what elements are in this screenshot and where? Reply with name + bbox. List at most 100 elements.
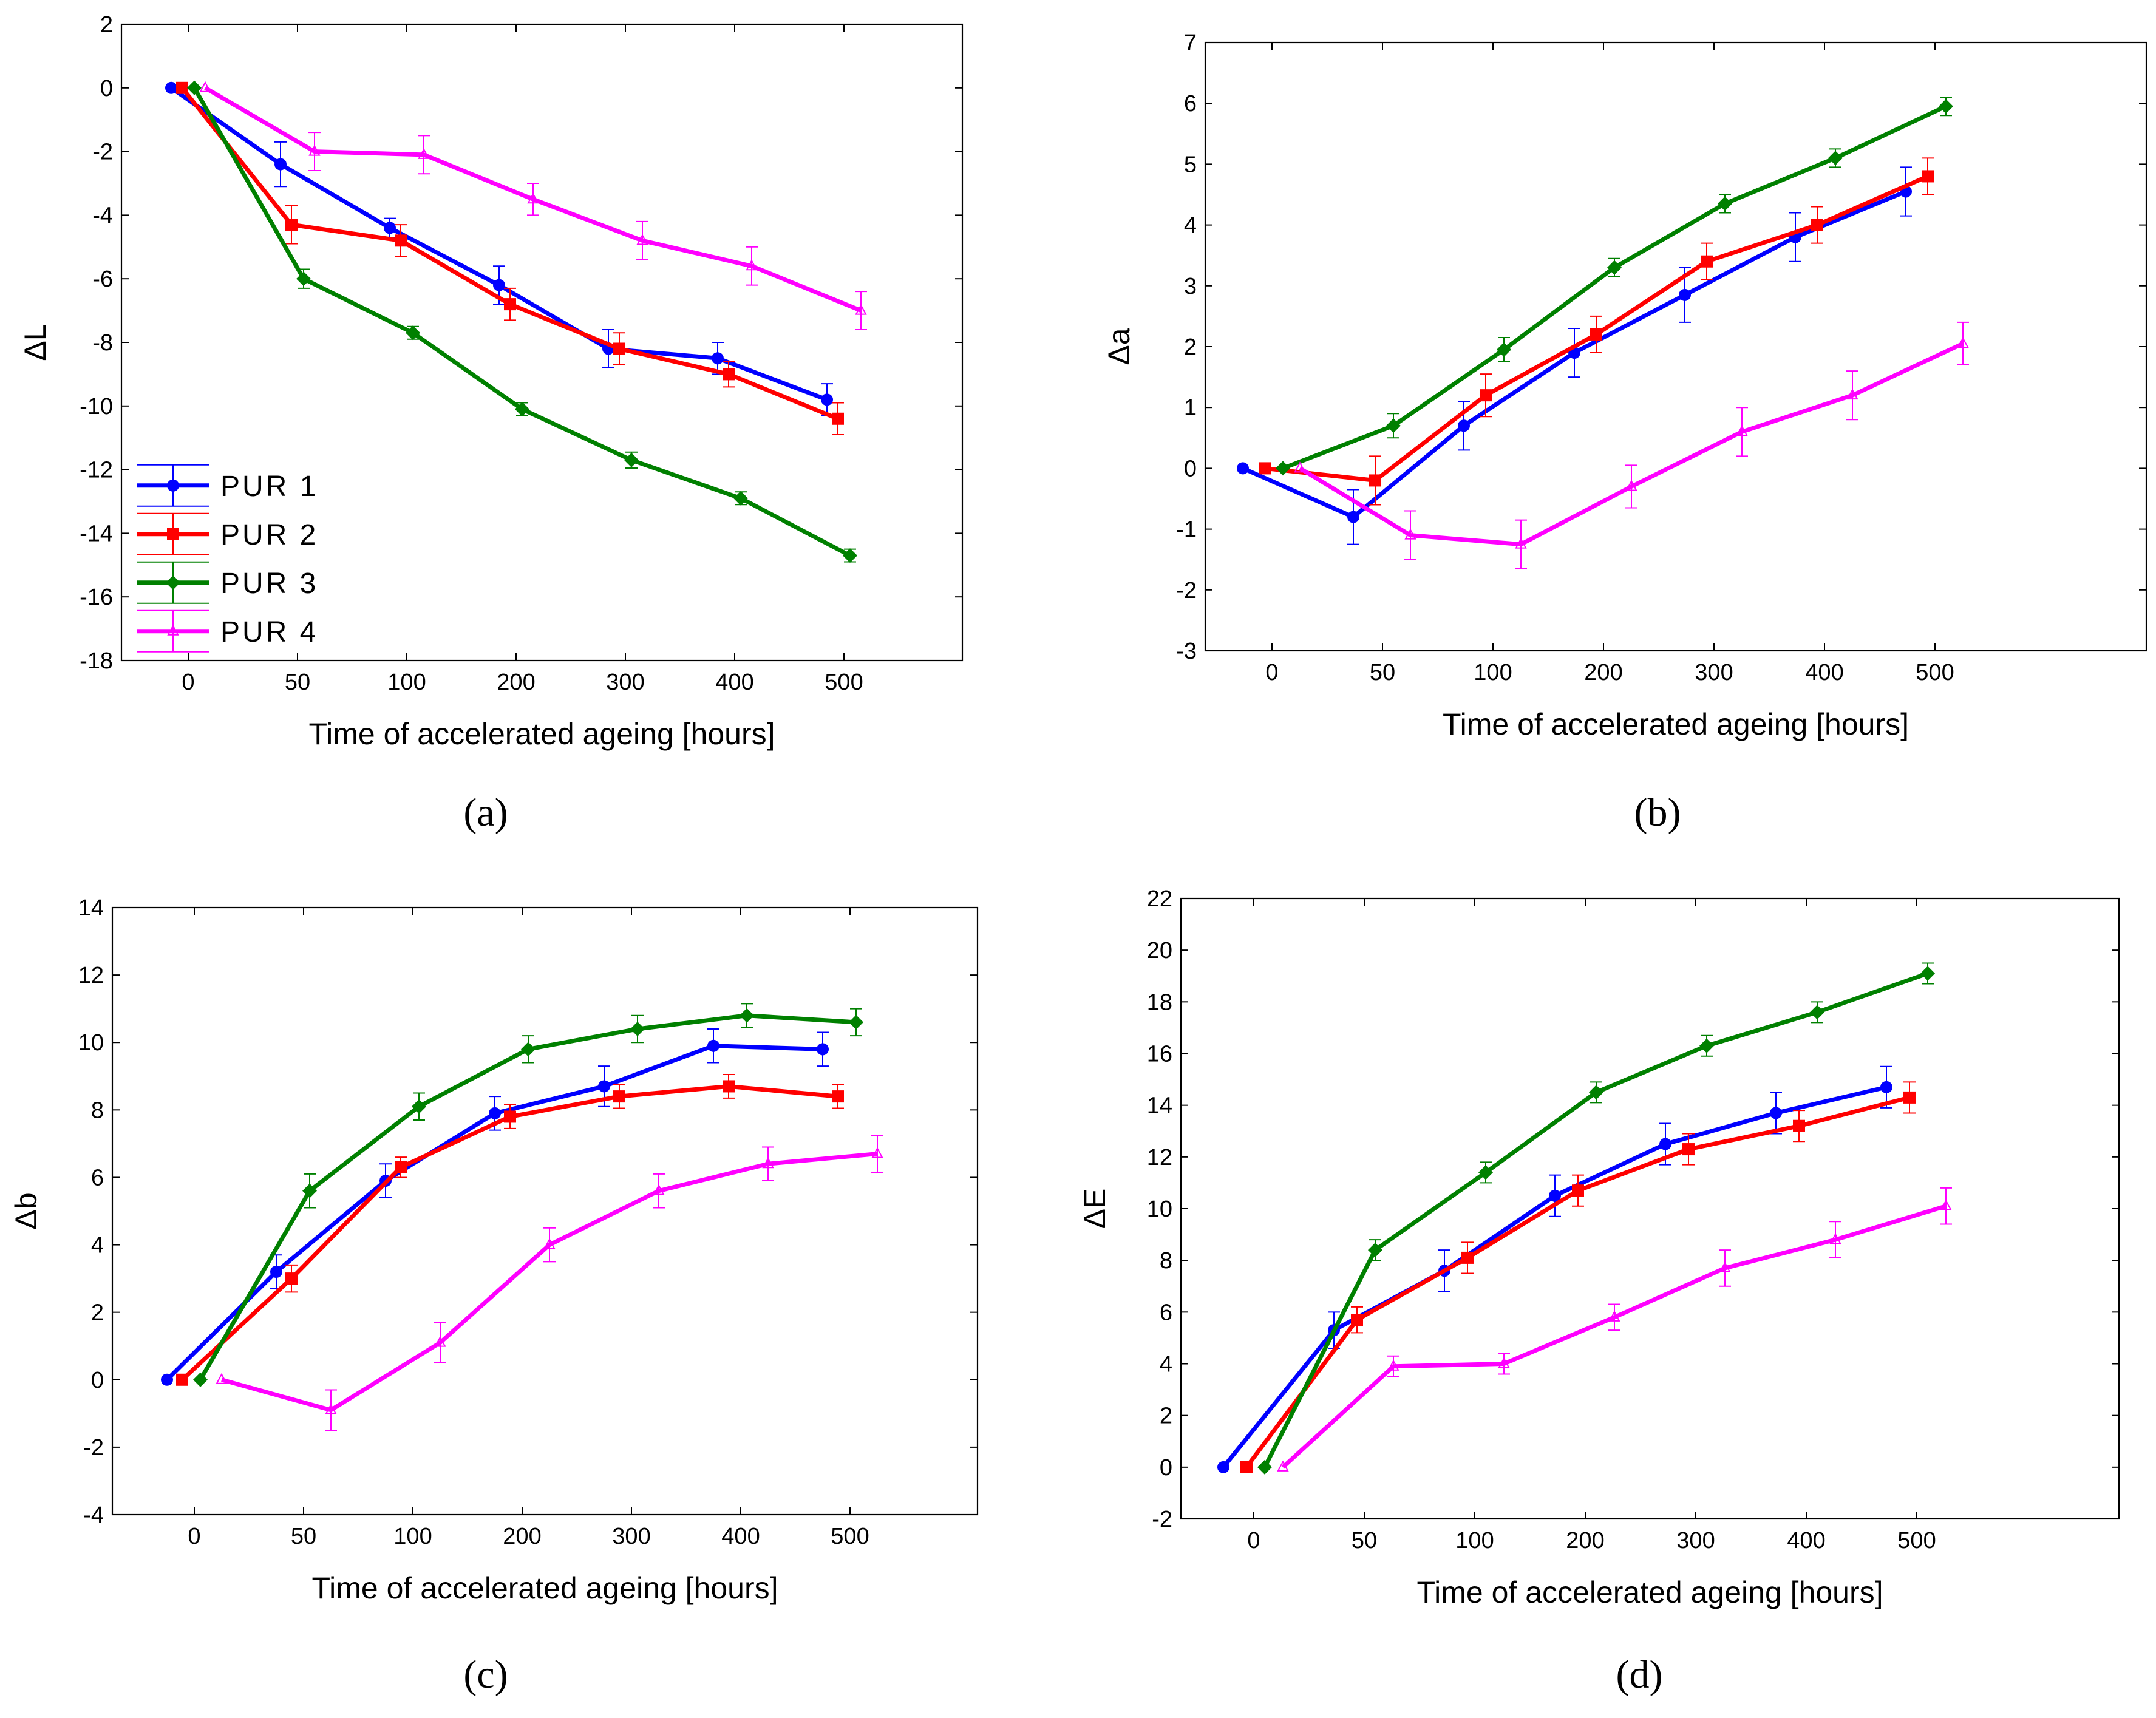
y-tick-label: 1 [1184,395,1197,421]
x-tick-label: 50 [285,670,310,695]
y-tick-label: -2 [1152,1507,1172,1532]
data-point [712,352,724,365]
plot-frame [1180,897,2120,1520]
y-tick-label: 12 [78,963,104,988]
data-point [1351,1314,1363,1326]
data-point [723,368,735,381]
series-line [1282,104,1947,470]
data-point [762,1157,774,1169]
data-point [1497,342,1511,358]
y-tick-label: 22 [1147,886,1172,912]
data-point [418,148,430,159]
data-point [1718,196,1732,211]
data-point [1277,1460,1289,1472]
legend-marker [167,479,179,492]
y-tick-label: 3 [1184,274,1197,299]
data-point [285,219,298,231]
x-tick-label: 200 [503,1524,541,1549]
x-tick-label: 300 [606,670,644,695]
series-pur-4 [1277,1187,1952,1472]
data-point [1793,1119,1805,1132]
data-point [296,271,311,287]
data-point [740,1008,754,1023]
y-tick-label: 4 [91,1233,104,1258]
y-tick-label: -16 [80,585,113,610]
data-point [527,192,539,204]
y-tick-label: 14 [1147,1093,1172,1119]
y-tick-label: -3 [1176,639,1197,664]
data-point [1608,1310,1620,1322]
x-tick-label: 300 [1695,660,1733,685]
x-tick-label: 50 [1352,1528,1377,1553]
data-point [832,1090,844,1103]
y-tick-label: -10 [80,394,113,419]
y-tick-label: 7 [1184,30,1197,56]
series-line [169,86,828,402]
series-line [180,1084,838,1382]
data-point [1387,1359,1399,1371]
y-tick-label: 2 [100,12,113,38]
data-point [493,279,505,291]
x-tick-label: 100 [1455,1528,1494,1553]
y-tick-label: 14 [78,895,104,921]
data-point [1828,151,1843,166]
series-line [1299,341,1964,547]
data-point [1369,474,1381,487]
data-point [1719,1261,1731,1272]
y-tick-label: 4 [1160,1352,1172,1377]
x-tick-label: 500 [1897,1528,1936,1553]
y-tick-label: 5 [1184,152,1197,177]
data-point [1607,260,1622,275]
series-line [180,86,839,421]
y-tick-label: 6 [1160,1300,1172,1325]
y-tick-label: 8 [1160,1248,1172,1274]
data-point [434,1336,446,1347]
data-point [817,1043,829,1056]
series-pur-4 [216,1135,883,1431]
y-tick-label: 2 [91,1300,104,1326]
x-tick-label: 400 [715,670,753,695]
y-tick-label: 16 [1147,1042,1172,1067]
data-point [270,1266,282,1278]
y-tick-label: 10 [1147,1197,1172,1222]
panel-label: (d) [1616,1652,1663,1697]
y-tick-label: 20 [1147,938,1172,963]
y-tick-label: -2 [1176,578,1197,603]
data-point [489,1107,501,1119]
data-point [1347,511,1359,523]
y-tick-label: 4 [1184,213,1197,239]
data-point [598,1080,610,1093]
data-point [1846,389,1858,400]
legend-marker [167,624,179,636]
x-tick-label: 0 [1247,1528,1260,1553]
series-pur-2 [176,1074,844,1386]
y-tick-label: -2 [92,140,113,165]
data-point [395,234,407,247]
series-pur-1 [165,81,833,416]
y-tick-label: 8 [91,1098,104,1123]
data-point [832,412,844,425]
legend-label: PUR 4 [220,616,318,648]
x-tick-label: 400 [721,1524,760,1549]
series-pur-1 [161,1028,829,1386]
y-tick-label: 18 [1147,990,1172,1015]
legend-label: PUR 1 [220,470,318,503]
x-tick-label: 300 [1676,1528,1715,1553]
y-tick-label: -18 [80,648,113,674]
x-tick-label: 300 [612,1524,650,1549]
y-tick-label: 0 [1184,456,1197,481]
y-tick-label: -14 [80,521,113,546]
data-point [1217,1461,1229,1473]
y-axis-title: Δb [9,1192,43,1229]
x-tick-label: 500 [825,670,863,695]
legend-label: PUR 3 [220,568,318,600]
data-point [849,1014,863,1030]
data-point [384,222,396,234]
data-point [653,1184,665,1195]
data-point [165,81,177,94]
data-point [1699,1038,1714,1053]
legend-marker [167,528,179,540]
y-tick-label: -2 [83,1435,104,1461]
data-point [199,81,211,92]
data-point [395,1161,407,1173]
